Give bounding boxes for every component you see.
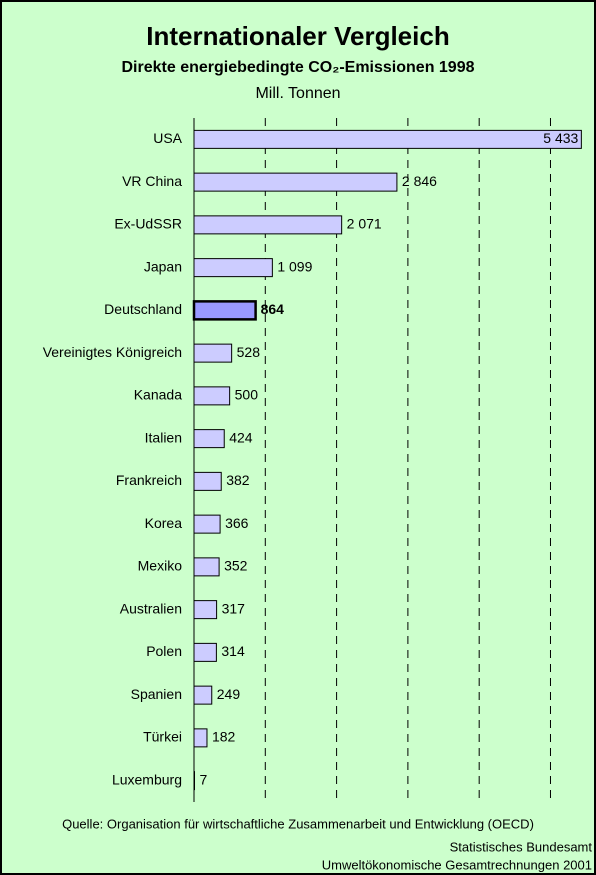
data-label: 182 (212, 729, 236, 745)
bar (192, 300, 257, 321)
bar (193, 258, 273, 278)
chart-subtitle: Direkte energiebedingte CO₂-Emissionen 1… (122, 59, 475, 76)
data-label: 5 433 (543, 130, 578, 146)
bar (193, 600, 218, 620)
y-tick-label: Italien (145, 429, 182, 445)
data-label: 7 (199, 771, 207, 787)
chart-title: Internationaler Vergleich (146, 21, 449, 51)
data-label: 500 (235, 387, 259, 403)
bar (193, 129, 582, 149)
y-tick-label: Mexiko (138, 558, 183, 574)
data-label: 314 (221, 643, 245, 659)
data-label: 424 (229, 429, 253, 445)
y-tick-label: Deutschland (104, 301, 182, 317)
data-label: 864 (261, 301, 285, 317)
data-label: 317 (222, 600, 246, 616)
data-label: 382 (226, 472, 250, 488)
footer: Umweltökonomische Gesamtrechnungen 2001 (322, 857, 592, 872)
y-tick-label: USA (153, 130, 182, 146)
unit-label: Mill. Tonnen (255, 85, 340, 102)
data-label: 1 099 (277, 258, 312, 274)
bar (193, 343, 233, 363)
bar (193, 514, 221, 534)
bar (193, 557, 220, 577)
y-tick-label: Vereinigtes Königreich (43, 344, 182, 360)
y-tick-label: Frankreich (116, 472, 182, 488)
bar (193, 215, 343, 235)
data-label: 2 846 (402, 173, 437, 189)
data-label: 352 (224, 558, 248, 574)
y-tick-label: Australien (120, 600, 182, 616)
y-tick-label: Luxemburg (112, 771, 182, 787)
data-label: 2 071 (347, 216, 382, 232)
bar (193, 172, 398, 192)
y-tick-label: Japan (144, 258, 182, 274)
bar (193, 642, 217, 662)
y-tick-label: Spanien (131, 686, 182, 702)
bar (193, 471, 222, 491)
data-label: 528 (237, 344, 261, 360)
source: Quelle: Organisation für wirtschaftliche… (62, 816, 534, 831)
y-tick-label: Ex-UdSSR (114, 216, 182, 232)
bar (193, 728, 208, 748)
bar (193, 386, 231, 406)
y-tick-label: VR China (122, 173, 182, 189)
bar (193, 685, 213, 705)
y-tick-label: Korea (145, 515, 183, 531)
y-tick-label: Kanada (134, 387, 182, 403)
data-label: 249 (217, 686, 241, 702)
bar (193, 429, 225, 449)
y-tick-label: Türkei (143, 729, 182, 745)
data-label: 366 (225, 515, 249, 531)
y-tick-label: Polen (146, 643, 182, 659)
footer: Statistisches Bundesamt (450, 839, 593, 854)
